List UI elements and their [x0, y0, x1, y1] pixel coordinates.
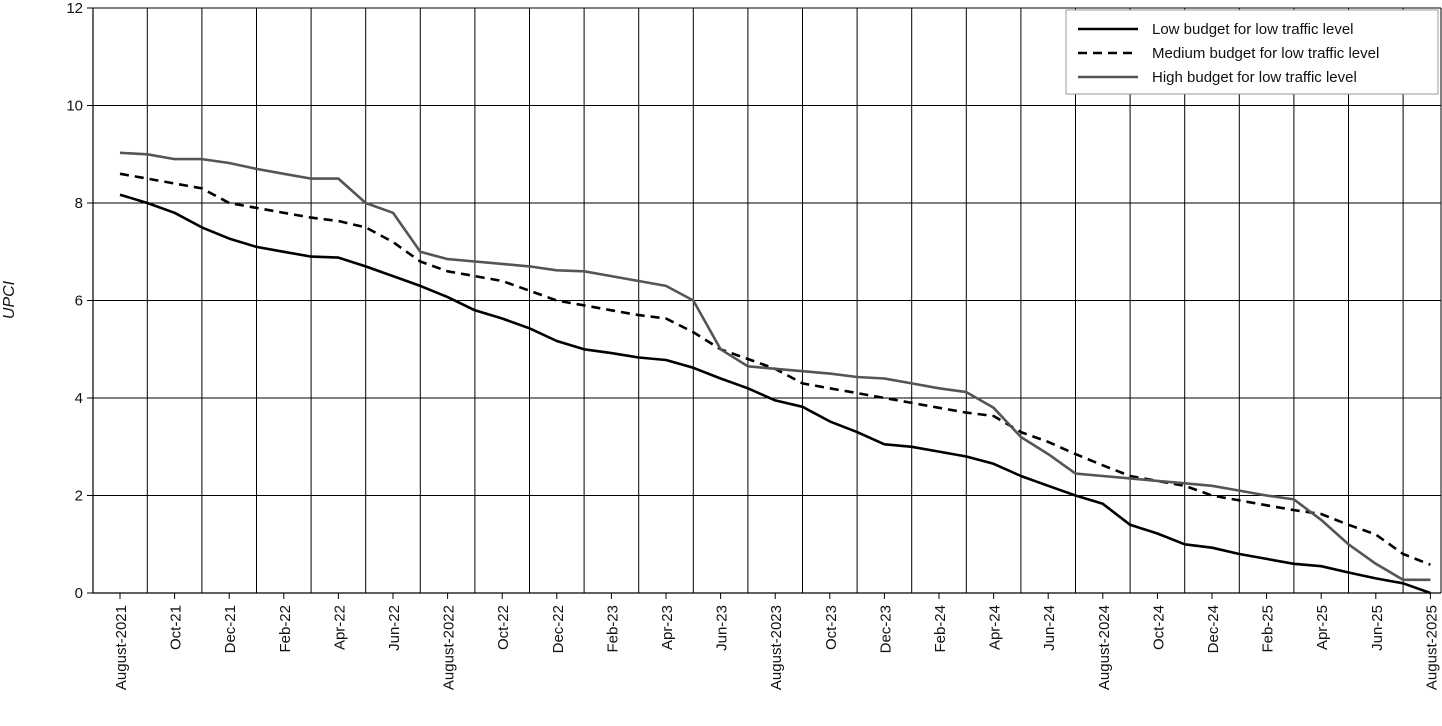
y-tick-label: 6: [75, 293, 83, 310]
x-tick-label: Feb-23: [604, 605, 621, 653]
x-tick-label: August-2025: [1423, 605, 1440, 690]
series-line-3: [119, 151, 1431, 582]
series-line-1: [119, 193, 1431, 595]
x-tick-label: Oct-21: [168, 605, 185, 650]
x-tick-label: Feb-25: [1260, 605, 1277, 653]
x-tick-label: August-2024: [1096, 605, 1113, 690]
x-tick-label: Dec-22: [550, 605, 567, 653]
x-tick-label: Apr-23: [659, 605, 676, 650]
legend-label-3: High budget for low traffic level: [1152, 69, 1357, 86]
x-tick-label: Apr-24: [987, 605, 1004, 650]
x-tick-label: Feb-24: [932, 605, 949, 653]
series-lines: [119, 151, 1431, 595]
x-tick-label: August-2023: [768, 605, 785, 690]
x-tick-label: Jun-25: [1369, 605, 1386, 651]
y-tick-label: 8: [75, 195, 83, 212]
x-tick-label: Feb-22: [277, 605, 294, 653]
x-tick-label: Jun-24: [1041, 605, 1058, 651]
y-tick-label: 0: [75, 585, 83, 602]
x-tick-label: Dec-24: [1205, 605, 1222, 653]
y-tick-label: 12: [66, 0, 83, 17]
x-tick-label: Apr-25: [1314, 605, 1331, 650]
y-axis-ticks: 0 2 4 6 8 10 12: [66, 0, 93, 602]
x-tick-label: Dec-23: [877, 605, 894, 653]
x-tick-label: Oct-24: [1150, 605, 1167, 650]
x-tick-label: Jun-22: [386, 605, 403, 651]
grid: [93, 7, 1441, 594]
x-tick-label: Jun-23: [714, 605, 731, 651]
x-tick-label: Oct-22: [495, 605, 512, 650]
y-tick-label: 2: [75, 488, 83, 505]
y-tick-label: 10: [66, 98, 83, 115]
legend: Low budget for low traffic level Medium b…: [1065, 9, 1439, 95]
x-tick-label: Oct-23: [823, 605, 840, 650]
x-tick-label: Apr-22: [331, 605, 348, 650]
legend-label-1: Low budget for low traffic level: [1152, 21, 1354, 38]
legend-label-2: Medium budget for low traffic level: [1152, 45, 1379, 62]
x-tick-label: August-2022: [441, 605, 458, 690]
y-axis-title: UPCI: [1, 280, 18, 319]
x-tick-label: August-2021: [113, 605, 130, 690]
x-axis-ticks: August-2021 Oct-21 Dec-21 Feb-22 Apr-22 Jun-2…: [113, 593, 1440, 690]
y-tick-label: 4: [75, 390, 83, 407]
x-tick-label: Dec-21: [222, 605, 239, 653]
